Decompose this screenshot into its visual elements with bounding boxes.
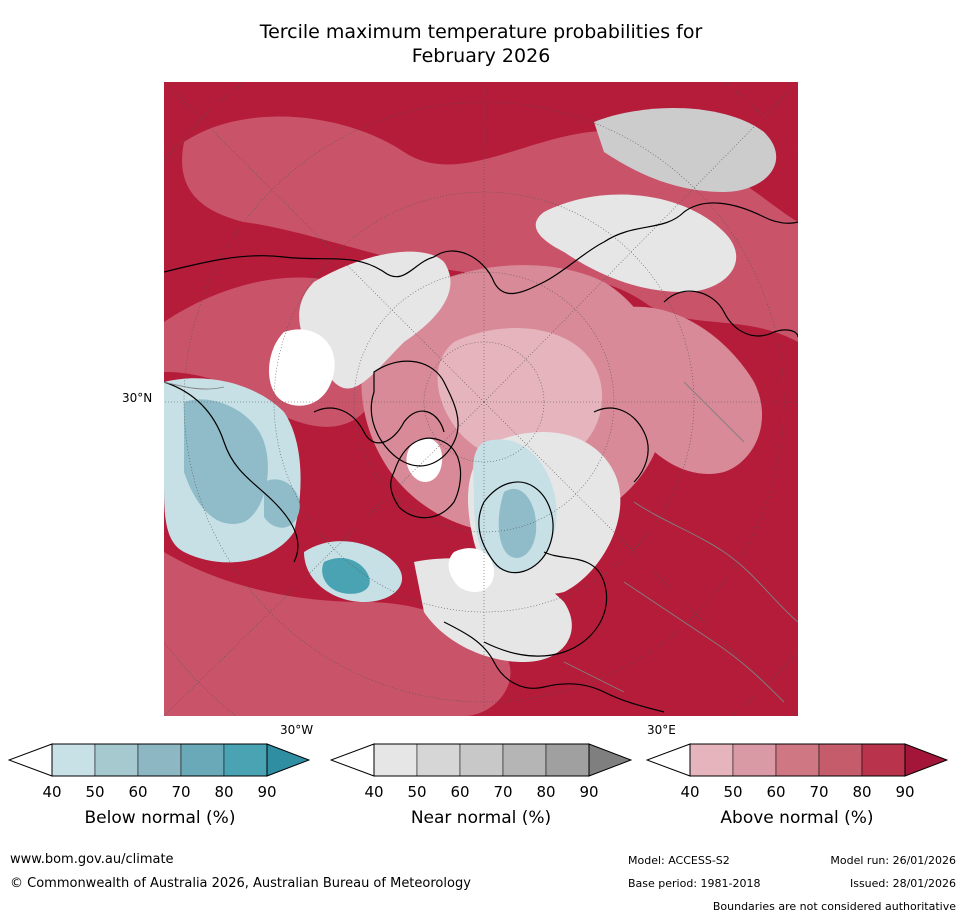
tick-below-40: 40 <box>42 783 62 801</box>
tick-above-90: 90 <box>895 783 915 801</box>
cbar-near-upper-arrow <box>588 743 632 777</box>
tick-above-80: 80 <box>852 783 872 801</box>
footer-website-link[interactable]: www.bom.gov.au/climate <box>10 852 174 867</box>
cbar-above-seg-3 <box>775 743 820 777</box>
cbar-above-seg-5 <box>861 743 906 777</box>
tick-near-90: 90 <box>579 783 599 801</box>
cbar-above-seg-2 <box>732 743 777 777</box>
tick-below-90: 90 <box>257 783 277 801</box>
tick-below-80: 80 <box>214 783 234 801</box>
cbar-below-lower-arrow <box>8 743 53 777</box>
colorbar-title-below: Below normal (%) <box>84 808 236 828</box>
region-white-greenland <box>406 438 443 482</box>
lon-label-30e: 30°E <box>647 723 676 737</box>
graticule <box>164 82 798 716</box>
cbar-above-lower-arrow <box>646 743 691 777</box>
tick-below-60: 60 <box>128 783 148 801</box>
footer-model: Model: ACCESS-S2 <box>628 854 730 867</box>
footer-model-run: Model run: 26/01/2026 <box>830 854 956 867</box>
tick-near-60: 60 <box>450 783 470 801</box>
region-white-northsea <box>448 548 494 592</box>
cbar-below-seg-4 <box>180 743 225 777</box>
cbar-below-seg-2 <box>94 743 139 777</box>
cbar-near-seg-2 <box>416 743 461 777</box>
cbar-below-seg-3 <box>137 743 182 777</box>
cbar-above-upper-arrow <box>904 743 948 777</box>
country-borders <box>164 381 798 703</box>
footer-disclaimer: Boundaries are not considered authoritat… <box>712 900 956 913</box>
region-white-canada <box>269 329 335 406</box>
lat-label-30n: 30°N <box>122 391 153 405</box>
title-line-1: Tercile maximum temperature probabilitie… <box>259 21 703 43</box>
tick-below-70: 70 <box>171 783 191 801</box>
region-above-arctic-pale <box>437 328 603 463</box>
probability-map <box>164 82 798 716</box>
cbar-near-seg-3 <box>459 743 504 777</box>
colorbar-below-normal <box>8 743 310 777</box>
region-above-mid-atlantic <box>164 552 511 716</box>
colorbar-title-above: Above normal (%) <box>720 808 874 828</box>
cbar-below-seg-5 <box>223 743 268 777</box>
cbar-near-seg-4 <box>502 743 547 777</box>
tick-above-50: 50 <box>723 783 743 801</box>
region-below-normal-north-america-mid <box>184 399 268 524</box>
cbar-below-seg-1 <box>51 743 96 777</box>
title-line-2: February 2026 <box>411 45 551 67</box>
colorbar-title-near: Near normal (%) <box>410 808 552 828</box>
tick-above-40: 40 <box>680 783 700 801</box>
footer-issued: Issued: 28/01/2026 <box>849 877 956 890</box>
tick-near-50: 50 <box>407 783 427 801</box>
colorbar-above-normal <box>646 743 948 777</box>
cbar-above-seg-4 <box>818 743 863 777</box>
region-below-normal-scandinavia-mid <box>498 488 537 558</box>
cbar-near-lower-arrow <box>330 743 375 777</box>
lon-label-30w: 30°W <box>280 723 314 737</box>
tick-below-50: 50 <box>85 783 105 801</box>
cbar-near-seg-1 <box>373 743 418 777</box>
cbar-near-seg-5 <box>545 743 590 777</box>
region-near-normal-arctic-ocean <box>594 108 777 192</box>
tick-above-70: 70 <box>809 783 829 801</box>
tick-near-40: 40 <box>364 783 384 801</box>
tick-near-80: 80 <box>536 783 556 801</box>
region-near-normal-canada <box>299 251 451 389</box>
cbar-above-seg-1 <box>689 743 734 777</box>
cbar-below-upper-arrow <box>266 743 310 777</box>
tick-above-60: 60 <box>766 783 786 801</box>
region-below-normal-greenland-sea <box>264 479 300 528</box>
colorbar-near-normal <box>330 743 632 777</box>
tick-near-70: 70 <box>493 783 513 801</box>
region-below-normal-atlantic-teal <box>322 557 370 594</box>
coastlines <box>164 202 798 713</box>
footer-base-period: Base period: 1981-2018 <box>628 877 761 890</box>
map-title: Tercile maximum temperature probabilitie… <box>164 20 798 68</box>
region-near-normal-asia <box>535 194 737 292</box>
footer-copyright: © Commonwealth of Australia 2026, Austra… <box>10 876 471 891</box>
region-near-normal-europe <box>414 558 572 662</box>
